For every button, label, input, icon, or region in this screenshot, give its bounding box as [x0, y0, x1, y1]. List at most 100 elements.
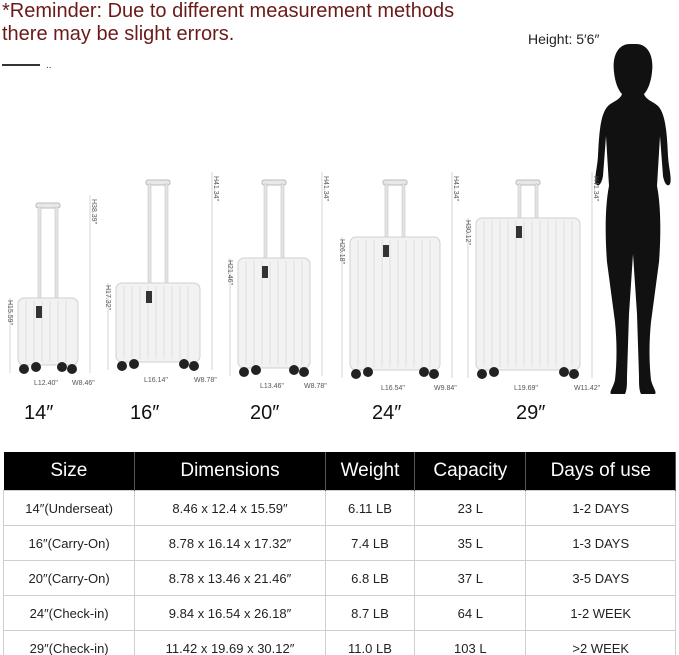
total-height-label: H38.39" — [90, 199, 97, 225]
table-cell: 14″(Underseat) — [2, 490, 136, 526]
brand-tag — [262, 266, 268, 278]
handle-bar — [164, 183, 169, 284]
body-height-label: H21.46" — [226, 260, 233, 286]
table-cell: 24″(Check-in) — [2, 595, 136, 631]
brand-tag — [36, 306, 42, 318]
total-height-label: H41.34" — [212, 176, 219, 202]
woman-silhouette — [595, 44, 671, 394]
wheel — [419, 367, 429, 377]
size-label-24: 24″ — [372, 402, 402, 424]
suitcase-16: H41.34" H17.32" L16.14" W8.78" — [104, 172, 219, 384]
wheel — [19, 364, 29, 374]
suitcase-29: H41.34" H30.12" L19.69" W11.42" — [464, 172, 601, 392]
column-header: Days of use — [525, 452, 676, 491]
table-cell: 1-2 WEEK — [525, 595, 676, 631]
reminder-line-2: there may be slight errors. — [2, 23, 235, 45]
wheel — [189, 361, 199, 371]
brand-tag — [146, 291, 152, 303]
table-cell: 11.42 x 19.69 x 30.12″ — [134, 630, 326, 655]
table-cell: 8.7 LB — [324, 595, 416, 631]
handle-bar — [280, 183, 285, 259]
size-label-14: 14″ — [24, 402, 54, 424]
handle — [515, 179, 541, 186]
wheel — [179, 359, 189, 369]
wheel — [429, 369, 439, 379]
suitcase-body — [17, 297, 79, 366]
wheel — [569, 369, 579, 379]
table-row: 24″(Check-in) 9.84 x 16.54 x 26.18″ 8.7 LB… — [2, 595, 676, 631]
handle-bar — [263, 183, 268, 259]
dots: .. — [46, 60, 52, 71]
divider — [2, 64, 40, 66]
handle — [145, 179, 171, 186]
wheel — [67, 364, 77, 374]
spec-table: Size Dimensions Weight Capacity Days of use … — [2, 452, 676, 655]
suitcase-body — [115, 282, 201, 363]
wheel — [477, 369, 487, 379]
table-cell: 8.78 x 13.46 x 21.46″ — [134, 560, 326, 596]
table-cell: 3-5 DAYS — [525, 560, 676, 596]
brand-tag — [383, 245, 389, 257]
length-label: L16.14" — [144, 377, 168, 384]
body-height-label: H15.59" — [6, 300, 13, 326]
table-cell: 1-3 DAYS — [525, 525, 676, 561]
column-header: Capacity — [414, 452, 527, 491]
width-label: W9.84" — [434, 385, 457, 392]
handle — [35, 202, 61, 209]
width-label: W8.46" — [72, 380, 95, 387]
body-height-label: H30.12" — [464, 220, 471, 246]
wheel — [31, 362, 41, 372]
table-cell: 6.8 LB — [324, 560, 416, 596]
table-cell: >2 WEEK — [525, 630, 676, 655]
wheel — [299, 367, 309, 377]
wheel — [559, 367, 569, 377]
table-row: 14″(Underseat) 8.46 x 12.4 x 15.59″ 6.11 L… — [2, 490, 676, 526]
table-cell: 7.4 LB — [324, 525, 416, 561]
suitcase-body — [475, 217, 581, 371]
suitcase-body — [349, 236, 441, 371]
wheel — [117, 361, 127, 371]
wheel — [251, 365, 261, 375]
table-cell: 103 L — [414, 630, 527, 655]
size-label-16: 16″ — [130, 402, 160, 424]
table-row: 16″(Carry-On) 8.78 x 16.14 x 17.32″ 7.4 LB… — [2, 525, 676, 561]
column-header: Size — [3, 452, 136, 491]
length-label: L16.54" — [381, 385, 405, 392]
table-cell: 9.84 x 16.54 x 26.18″ — [134, 595, 326, 631]
table-cell: 11.0 LB — [324, 630, 416, 655]
suitcase-24: H41.34" H26.18" L16.54" W9.84" — [338, 172, 459, 392]
suitcase-20: H41.34" H21.46" L13.46" W8.78" — [226, 172, 329, 390]
size-label-29: 29″ — [516, 402, 546, 424]
length-label: L19.69" — [514, 385, 538, 392]
length-label: L12.40" — [34, 380, 58, 387]
handle-bar — [54, 206, 59, 299]
handle-bar — [517, 183, 522, 219]
wheel — [57, 362, 67, 372]
reminder-text: *Reminder: Due to different measurement … — [2, 0, 454, 46]
table-cell: 23 L — [414, 490, 527, 526]
total-height-label: H41.34" — [322, 176, 329, 202]
width-label: W11.42" — [574, 385, 601, 392]
suitcase-14: H38.39" H15.59" L12.40" W8.46" — [6, 195, 97, 387]
width-label: W8.78" — [194, 377, 217, 384]
table-cell: 35 L — [414, 525, 527, 561]
table-cell: 64 L — [414, 595, 527, 631]
person-height-label: Height: 5′6″ — [528, 31, 600, 47]
total-height-label: H41.34" — [592, 176, 599, 202]
table-cell: 20″(Carry-On) — [2, 560, 136, 596]
suitcase-lineup: H38.39" H15.59" L12.40" W8.46" H41.34" H17.32… — [6, 44, 671, 394]
suitcase-body — [237, 257, 311, 369]
table-cell: 16″(Carry-On) — [2, 525, 136, 561]
wheel — [489, 367, 499, 377]
handle-bar — [534, 183, 539, 219]
total-height-label: H41.34" — [452, 176, 459, 202]
table-cell: 6.11 LB — [324, 490, 416, 526]
wheel — [239, 367, 249, 377]
table-cell: 8.46 x 12.4 x 15.59″ — [134, 490, 326, 526]
handle-bar — [147, 183, 152, 284]
brand-tag — [516, 226, 522, 238]
handle-bar — [401, 183, 406, 238]
column-header: Weight — [325, 452, 416, 491]
body-height-label: H17.32" — [104, 285, 111, 311]
